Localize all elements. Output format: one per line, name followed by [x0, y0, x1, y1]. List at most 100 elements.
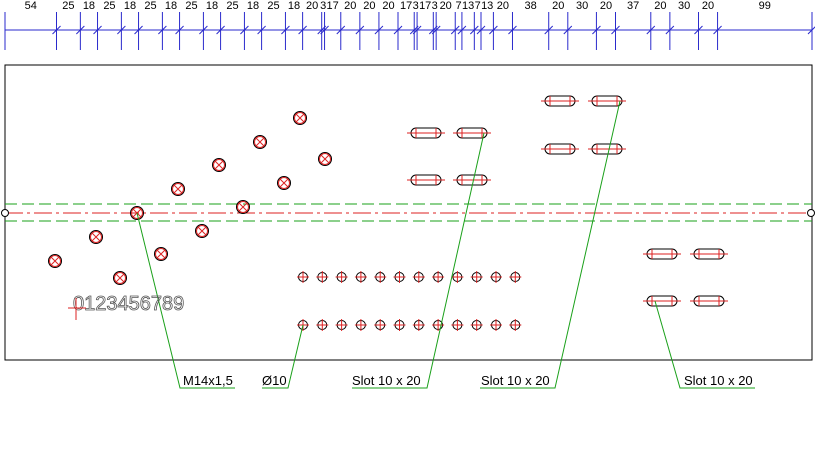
dimension-label: 18 — [247, 0, 259, 12]
hole-cross — [297, 271, 309, 283]
dimension-arrow — [257, 25, 266, 35]
hole-cross — [50, 256, 60, 266]
dimension-label: 20 — [600, 0, 612, 12]
dimension-label: 54 — [25, 0, 37, 12]
leader — [262, 324, 304, 389]
dimension-label: 38 — [524, 0, 536, 12]
hole-cross — [393, 319, 406, 331]
hole-cross — [320, 154, 330, 164]
dimension-label: 25 — [144, 0, 156, 12]
hole-cross — [354, 319, 367, 331]
dimension-arrow — [412, 25, 422, 35]
dimension-label: 3 — [413, 0, 419, 12]
dimension-arrow — [355, 25, 365, 35]
dimension-arrow — [431, 25, 441, 35]
dimension-label: 20 — [363, 0, 375, 12]
thread-hole — [213, 159, 225, 171]
dimension-arrow — [134, 25, 143, 35]
dimension-label: 18 — [165, 0, 177, 12]
dimension-label: 20 — [440, 0, 452, 12]
dimension-arrow — [469, 25, 479, 35]
thread-hole — [254, 136, 266, 148]
leader — [352, 132, 485, 389]
dimension-label: 7 — [475, 0, 481, 12]
thread-hole — [131, 207, 143, 219]
hole-cross — [214, 160, 224, 170]
annotation: Ø10 — [262, 373, 287, 388]
annotation: Slot 10 x 20 — [352, 373, 421, 388]
hole-cross — [451, 271, 464, 283]
dimension-label: 99 — [759, 0, 771, 12]
annotation: Slot 10 x 20 — [684, 373, 753, 388]
dimension-arrow — [175, 25, 184, 35]
hole-cross — [470, 319, 483, 331]
hole-cross — [335, 271, 348, 283]
hole-cross — [509, 271, 522, 283]
annotation: Slot 10 x 20 — [481, 373, 550, 388]
dimension-arrow — [281, 25, 290, 35]
dimension-arrow — [240, 25, 249, 35]
hole-cross — [374, 319, 387, 331]
hole-cross — [451, 319, 464, 331]
thread-hole — [318, 152, 332, 166]
thread-hole — [114, 272, 126, 284]
thread-hole — [195, 224, 209, 238]
hole-cross — [470, 271, 483, 283]
hole-cross — [393, 271, 406, 283]
dimension-label: 20 — [344, 0, 356, 12]
dimension-arrow — [508, 25, 517, 35]
dimension-arrow — [592, 25, 601, 35]
thread-hole — [278, 177, 290, 189]
leader — [654, 300, 755, 389]
hole-cross — [412, 271, 425, 283]
dimension-label: 25 — [185, 0, 197, 12]
dimension-arrow — [336, 25, 346, 35]
thread-hole — [89, 230, 103, 244]
hole-cross — [509, 319, 522, 331]
dimension-label: 20 — [497, 0, 509, 12]
dimension-arrow — [158, 25, 167, 35]
dimension-label: 30 — [678, 0, 690, 12]
dimension-label: 25 — [62, 0, 74, 12]
dimension-arrow — [665, 25, 675, 35]
dimension-arrow — [199, 25, 208, 35]
thread-hole — [171, 182, 185, 196]
dimension-label: 20 — [654, 0, 666, 12]
hole-cross — [432, 271, 445, 283]
dimension-arrow — [393, 25, 403, 35]
thread-hole — [293, 111, 307, 125]
dimension-label: 18 — [288, 0, 300, 12]
dimension-label: 25 — [226, 0, 238, 12]
dimension-label: 7 — [456, 0, 462, 12]
hole-cross — [255, 137, 265, 147]
hole-cross — [295, 113, 305, 123]
hole-cross — [490, 319, 502, 331]
hole-cross — [279, 178, 289, 188]
thread-hole — [155, 248, 167, 260]
dimension-label: 25 — [267, 0, 279, 12]
thread-hole — [172, 183, 184, 195]
hole-cross — [156, 249, 166, 259]
leader — [480, 100, 621, 389]
thread-hole — [48, 254, 62, 268]
dimension-arrow — [320, 25, 329, 35]
hole-cross — [316, 271, 329, 283]
dimension-arrow — [93, 25, 102, 35]
dimension-arrow — [563, 25, 573, 35]
dimension-arrow — [450, 25, 460, 35]
thread-hole — [294, 112, 306, 124]
thread-hole — [130, 206, 144, 220]
thread-hole — [49, 255, 61, 267]
hole-cross — [412, 319, 425, 331]
leader — [136, 212, 235, 389]
dimension-arrow — [457, 25, 467, 35]
dimension-arrow — [694, 25, 703, 35]
dimension-label: 20 — [552, 0, 564, 12]
hole-cross — [354, 271, 367, 283]
hole-cross — [335, 319, 348, 331]
dimension-arrow — [117, 25, 126, 35]
dimension-label: 3 — [320, 0, 326, 12]
dimension-label: 3 — [432, 0, 438, 12]
dimension-label: 20 — [702, 0, 714, 12]
hole-cross — [91, 232, 101, 242]
